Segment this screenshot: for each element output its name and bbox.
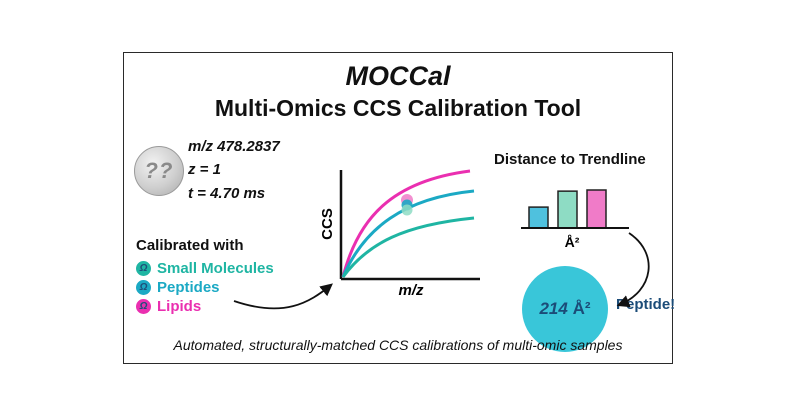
result-ccs-circle: 214 Å² <box>522 266 608 352</box>
omega-icon: Ω <box>136 261 151 276</box>
diagram-graphics: CCS m/z Å² <box>233 169 650 310</box>
omega-icon: Ω <box>136 299 151 314</box>
figure-frame: MOCCal Multi-Omics CCS Calibration Tool … <box>123 52 676 364</box>
legend-peptides: Ω Peptides <box>136 279 220 296</box>
lipid-trendline <box>341 169 471 278</box>
peptide-trendline <box>341 189 475 278</box>
legend-label: Lipids <box>157 298 202 315</box>
distance-title: Distance to Trendline <box>494 151 646 168</box>
arrow-to-result <box>616 232 650 308</box>
small-molecule-point <box>401 204 413 216</box>
arrow-to-plot <box>233 283 333 310</box>
small-molecule-trendline <box>341 216 475 278</box>
distance-bar <box>557 190 578 229</box>
unknown-ion-badge: ?? <box>134 146 184 196</box>
ion-mz: m/z 478.2837 <box>188 138 280 155</box>
tool-subtitle: Multi-Omics CCS Calibration Tool <box>214 95 582 121</box>
omega-icon: Ω <box>136 280 151 295</box>
ccs-plot: CCS m/z <box>319 169 480 299</box>
ion-charge: z = 1 <box>188 161 221 178</box>
legend-lipids: Ω Lipids <box>136 298 201 315</box>
legend-small-molecules: Ω Small Molecules <box>136 260 274 277</box>
tool-title: MOCCal <box>345 61 451 91</box>
calibration-heading: Calibrated with <box>136 237 244 254</box>
legend-label: Small Molecules <box>157 260 274 277</box>
legend-label: Peptides <box>157 279 220 296</box>
distance-bar <box>586 189 607 229</box>
plot-x-label: m/z <box>398 282 424 299</box>
ion-drift-time: t = 4.70 ms <box>188 185 266 202</box>
distance-axis-label: Å² <box>565 234 580 250</box>
distance-bar-chart: Å² <box>521 189 629 250</box>
plot-y-label: CCS <box>319 208 336 240</box>
result-class-label: Peptide! <box>616 296 676 313</box>
result-unit: Å² <box>572 299 591 318</box>
result-value: 214 <box>539 299 568 318</box>
distance-bar <box>528 206 549 229</box>
footer-caption: Automated, structurally-matched CCS cali… <box>173 337 623 353</box>
